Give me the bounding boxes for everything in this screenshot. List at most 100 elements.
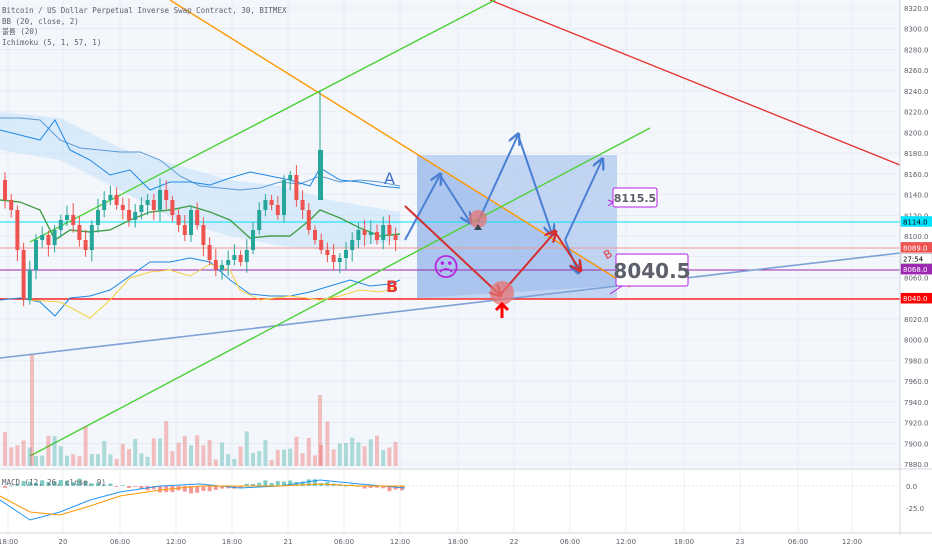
macd-histogram-bar xyxy=(96,482,100,486)
blue-arrow-2 xyxy=(439,174,470,222)
price-tick-label: 8200.0 xyxy=(904,129,929,137)
price-tick-label: 8020.0 xyxy=(904,316,929,324)
candle-body xyxy=(288,175,293,180)
macd-legend[interactable]: MACD (12, 26, close, 9) xyxy=(2,478,106,487)
volume-bar xyxy=(319,444,324,466)
small-up-arrow-icon xyxy=(474,224,482,230)
volume-bar xyxy=(133,439,138,466)
target-callout: 8115.5 xyxy=(607,187,658,208)
volume-bar xyxy=(89,454,94,466)
legend-ichimoku[interactable]: Ichimoku (5, 1, 57, 1) xyxy=(2,37,102,47)
candle-body xyxy=(350,240,355,250)
volume-bar xyxy=(381,450,386,466)
macd-histogram-bar xyxy=(3,486,7,488)
candle-body xyxy=(306,210,311,230)
candle-body xyxy=(282,180,286,215)
volume-bar xyxy=(350,437,355,466)
macd-histogram-bar xyxy=(40,480,45,486)
target-callout-box xyxy=(612,187,658,208)
volume-bars xyxy=(3,355,398,466)
candle-body xyxy=(83,240,88,250)
support-trendline xyxy=(0,252,901,359)
volume-bar xyxy=(189,445,193,466)
volume-bar xyxy=(102,441,107,466)
candle-body xyxy=(58,220,63,230)
red-arrow-3 xyxy=(554,231,580,270)
volume-bar xyxy=(387,447,392,466)
macd-histogram-bar xyxy=(114,486,119,487)
volume-bar xyxy=(275,449,280,466)
time-tick-label: 18:00 xyxy=(674,538,694,546)
volume-bar xyxy=(251,453,255,466)
volume-bar xyxy=(238,446,243,466)
macd-histogram-bar xyxy=(46,481,51,486)
volume-bar xyxy=(120,443,125,466)
candle-body xyxy=(145,200,150,205)
candle-body xyxy=(114,195,119,205)
volume-spike xyxy=(318,395,322,466)
volume-spike xyxy=(30,355,34,466)
price-tick-label: 7880.0 xyxy=(904,461,929,469)
volume-bar xyxy=(46,435,51,466)
macd-tick-label: -25.0 xyxy=(906,505,924,513)
price-axis[interactable]: 8320.0 8300.0 8280.0 8260.0 8240.0 8220.0 8200… xyxy=(904,5,929,469)
price-tick-label: 8220.0 xyxy=(904,109,929,117)
candle-body xyxy=(393,235,398,240)
macd-histogram-bar xyxy=(263,480,268,486)
bb-basis xyxy=(0,199,401,242)
macd-histogram-bar xyxy=(393,486,398,490)
volume-bar xyxy=(263,440,268,466)
volume-bar xyxy=(244,431,249,466)
time-tick-label: 23 xyxy=(736,538,745,546)
volume-bar xyxy=(313,455,317,466)
price-tick-label: 7980.0 xyxy=(904,357,929,365)
macd-histogram-bar xyxy=(77,478,82,486)
time-tick-label: 12:00 xyxy=(842,538,862,546)
candle-body xyxy=(269,200,274,205)
macd-histogram-bar xyxy=(151,486,156,490)
macd-histogram-bar xyxy=(52,481,57,486)
blue-arrow-4 xyxy=(517,134,552,234)
ichimoku-cloud xyxy=(0,112,400,250)
volume-bar xyxy=(375,435,379,466)
macd-histogram-bar xyxy=(9,485,14,487)
macd-histogram-bar xyxy=(108,483,113,486)
legend-bb[interactable]: BB (20, close, 2) xyxy=(2,16,79,26)
volume-bar xyxy=(356,442,361,466)
candle-body xyxy=(96,210,100,225)
macd-histogram-bar xyxy=(83,480,88,486)
macd-histogram-bar xyxy=(133,486,138,487)
volume-bar xyxy=(27,447,32,466)
volume-bar xyxy=(52,436,57,466)
volume-bar xyxy=(170,451,175,466)
volume-bar xyxy=(331,449,336,466)
price-tick-label: 8140.0 xyxy=(904,192,929,200)
macd-histogram-bar xyxy=(251,483,255,486)
volume-bar xyxy=(337,443,342,466)
legend-volume[interactable]: 볼륨 (20) xyxy=(2,27,39,36)
candle-body xyxy=(120,205,125,210)
macd-histogram-bar xyxy=(182,486,187,492)
price-tick-label: 7900.0 xyxy=(904,440,929,448)
volume-bar xyxy=(108,454,113,466)
volume-bar xyxy=(176,442,181,466)
macd-histogram-bar xyxy=(306,479,311,486)
time-tick-label: 12:00 xyxy=(166,538,186,546)
volume-bar xyxy=(207,440,212,466)
candle-body xyxy=(139,205,144,212)
volume-bar xyxy=(220,442,224,466)
macd-histogram-bar xyxy=(58,479,63,486)
macd-histogram-bar xyxy=(195,486,200,493)
descending-trendline xyxy=(489,0,901,166)
legend-symbol[interactable]: Bitcoin / US Dollar Perpetual Inverse Sw… xyxy=(2,6,287,15)
macd-histogram-bar xyxy=(15,484,20,486)
macd-histogram-bar xyxy=(21,481,26,486)
macd-histogram-bar xyxy=(325,481,330,486)
candle-body xyxy=(195,210,200,225)
price-tick-label: 8000.0 xyxy=(904,337,929,345)
time-tick-label: 22 xyxy=(510,538,519,546)
price-callout-box xyxy=(615,253,689,287)
candle-body xyxy=(244,250,249,262)
time-axis[interactable]: 18:00 20 06:00 12:00 18:00 21 06:00 12:00 18:00 2… xyxy=(0,538,862,546)
